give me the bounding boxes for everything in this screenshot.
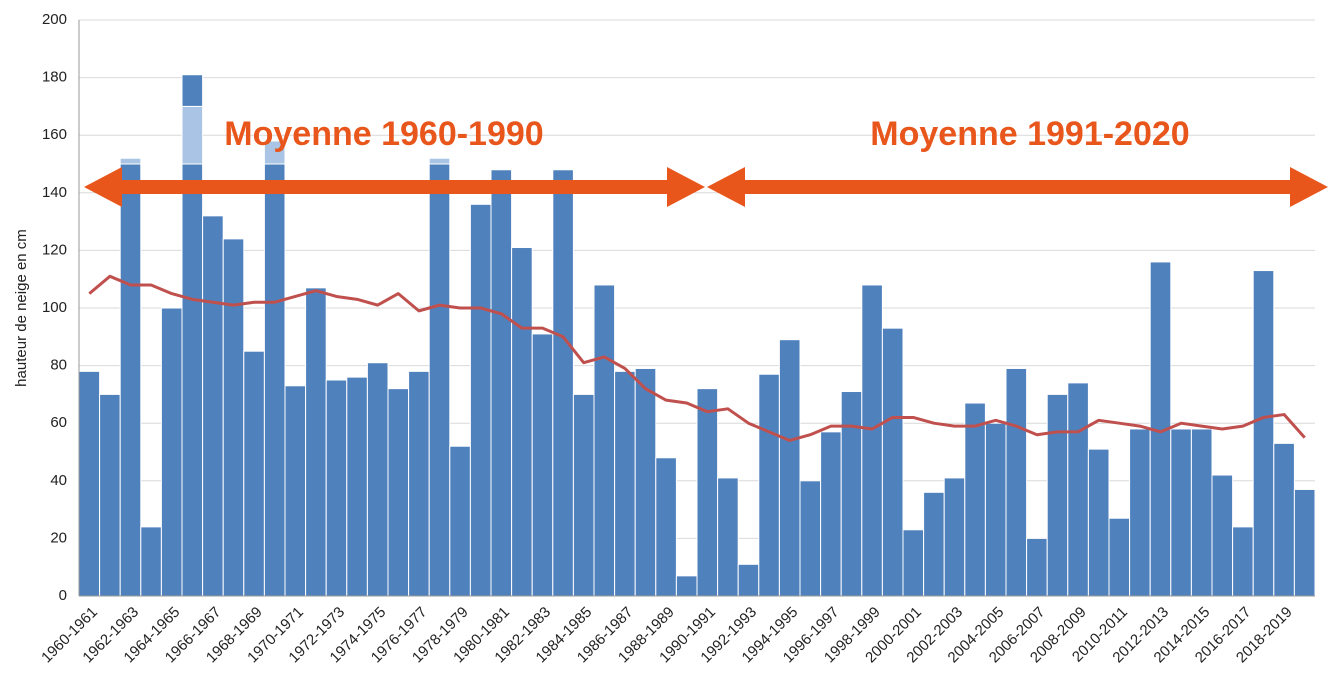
bar	[490, 169, 513, 597]
bar	[881, 327, 904, 597]
bar	[531, 333, 554, 597]
bar	[181, 163, 204, 597]
bar	[346, 376, 368, 597]
bar	[408, 370, 430, 597]
bar	[655, 457, 677, 597]
bar	[840, 391, 863, 597]
bar	[1293, 488, 1316, 597]
bar	[119, 157, 142, 165]
bar	[1252, 270, 1275, 597]
bar	[181, 105, 204, 165]
bar	[1026, 537, 1048, 597]
bar	[696, 388, 719, 597]
bar	[119, 163, 142, 597]
y-tick-label: 180	[42, 69, 67, 86]
annotation: Moyenne 1960-1990	[224, 115, 543, 153]
y-tick-label: 40	[50, 472, 67, 489]
bar	[202, 215, 224, 597]
bar	[449, 445, 471, 597]
bar	[99, 393, 121, 597]
moving-average-line	[88, 274, 1306, 442]
bar	[1273, 442, 1295, 597]
bar	[428, 157, 451, 165]
bar	[1067, 382, 1089, 597]
bar	[1129, 428, 1151, 597]
bar	[305, 287, 327, 597]
bar	[861, 284, 883, 597]
bar	[737, 563, 760, 597]
bar	[469, 203, 492, 597]
range-arrow	[707, 167, 1328, 207]
bar	[263, 140, 286, 165]
bar	[1108, 517, 1131, 597]
annotation: Moyenne 1991-2020	[870, 115, 1189, 153]
bar	[366, 362, 389, 597]
bar	[799, 480, 822, 597]
bar	[78, 370, 101, 597]
bar	[984, 422, 1007, 597]
y-tick-label: 160	[42, 126, 67, 143]
y-tick-label: 120	[42, 241, 67, 258]
bar	[552, 169, 574, 597]
bar	[1046, 393, 1069, 597]
bar	[778, 339, 801, 597]
y-tick-label: 80	[50, 357, 67, 374]
bar	[1170, 428, 1192, 597]
bar	[1190, 428, 1213, 597]
bar	[820, 431, 842, 597]
bar	[284, 385, 307, 597]
bar	[243, 350, 265, 597]
bar	[222, 238, 245, 597]
bar	[1232, 526, 1254, 597]
bar	[325, 379, 348, 597]
range-arrow	[84, 167, 705, 207]
bar	[943, 477, 966, 597]
bar	[1211, 474, 1234, 597]
y-tick-label: 60	[50, 414, 67, 431]
bar	[675, 575, 698, 597]
bar	[614, 370, 636, 597]
bar	[717, 477, 739, 597]
bar	[1087, 448, 1110, 597]
bar	[428, 163, 451, 597]
bar	[140, 526, 162, 597]
bar	[160, 307, 183, 597]
bar	[923, 491, 945, 597]
y-tick-label: 100	[42, 299, 67, 316]
bar	[1005, 367, 1028, 597]
bar	[181, 74, 204, 107]
bar	[572, 393, 595, 597]
bar	[593, 284, 616, 597]
bar	[511, 247, 533, 597]
bar	[758, 373, 780, 597]
y-tick-label: 20	[50, 529, 67, 546]
bar	[387, 388, 410, 597]
bar	[263, 163, 286, 597]
y-axis-label: hauteur de neige en cm	[13, 229, 30, 387]
bar	[964, 402, 986, 597]
y-tick-label: 140	[42, 184, 67, 201]
bar	[902, 529, 925, 597]
bar	[634, 367, 657, 597]
y-tick-label: 0	[59, 587, 67, 604]
y-tick-label: 200	[42, 11, 67, 28]
